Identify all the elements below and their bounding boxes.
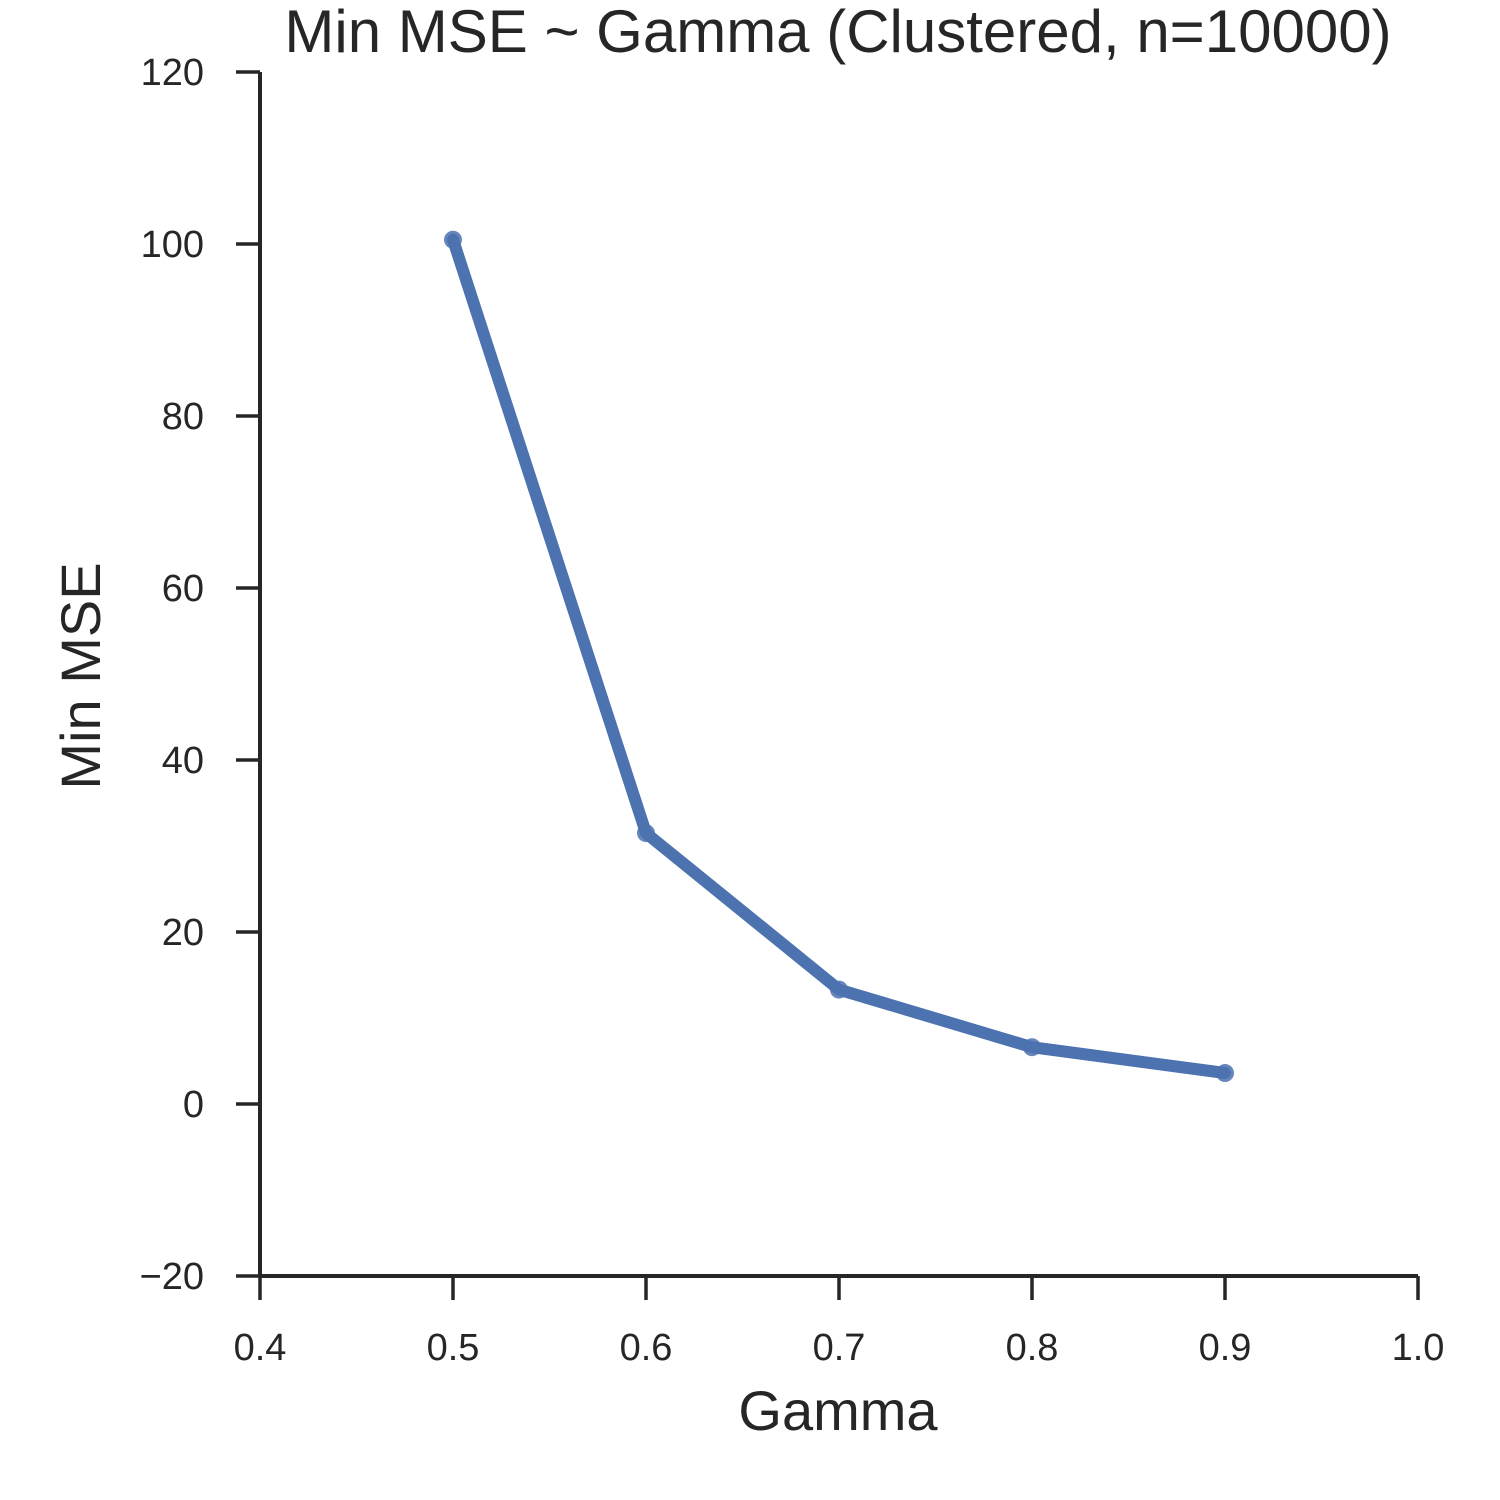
series-line <box>447 233 1231 1079</box>
data-point <box>444 230 462 249</box>
y-axis-label: Min MSE <box>49 562 112 789</box>
x-axis-label: Gamma <box>738 1379 938 1442</box>
y-tick-label: 120 <box>141 52 204 94</box>
data-point <box>830 980 848 999</box>
data-point <box>1023 1038 1041 1057</box>
data-point <box>1216 1064 1234 1083</box>
y-tick-label: −20 <box>140 1256 204 1298</box>
y-tick-label: 0 <box>183 1084 204 1126</box>
chart-title: Min MSE ~ Gamma (Clustered, n=10000) <box>284 0 1391 65</box>
y-tick-label: 80 <box>162 396 204 438</box>
y-tick-label: 60 <box>162 568 204 610</box>
data-point <box>637 824 655 843</box>
x-tick-label: 0.7 <box>813 1327 866 1369</box>
series-layer <box>444 230 1234 1083</box>
x-tick-label: 0.6 <box>620 1327 673 1369</box>
x-tick-label: 0.9 <box>1199 1327 1252 1369</box>
x-tick-label: 0.8 <box>1006 1327 1059 1369</box>
x-tick-label: 0.4 <box>234 1327 287 1369</box>
x-tick-label: 0.5 <box>427 1327 480 1369</box>
x-axis-ticks: 0.4 0.5 0.6 0.7 0.8 0.9 1.0 <box>234 1276 1445 1369</box>
y-tick-label: 40 <box>162 740 204 782</box>
y-axis-ticks: −20 0 20 40 60 80 100 120 <box>140 52 260 1298</box>
y-tick-label: 100 <box>141 224 204 266</box>
y-tick-label: 20 <box>162 912 204 954</box>
x-tick-label: 1.0 <box>1392 1327 1445 1369</box>
